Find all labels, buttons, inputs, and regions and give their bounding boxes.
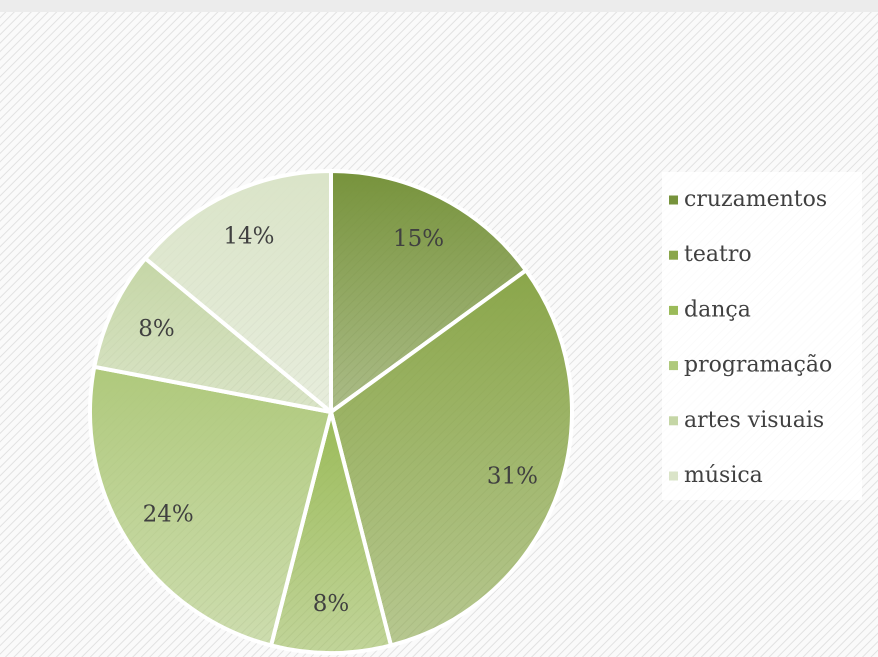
legend-label: dança [684,297,751,322]
legend-swatch [669,250,678,260]
data-label: 8% [138,316,175,342]
pie-slice [91,255,333,414]
legend-label: programação [684,353,832,378]
legend-swatch [669,471,678,481]
data-label: 8% [313,591,350,617]
pie-slice [268,411,394,655]
legend-label: teatro [684,242,752,267]
legend-swatch [669,361,678,371]
pie-slice [142,168,333,417]
pie-slice [88,364,334,648]
pie-slice [329,168,529,416]
data-label: 31% [487,463,538,489]
data-label: 14% [223,224,274,250]
pie: 15% 31% 8% 24% 8% 14% [88,168,574,655]
legend-swatch [669,416,678,426]
legend-label: música [684,463,763,488]
legend-swatch [669,305,678,315]
data-label: 24% [143,501,194,527]
pie-slice [328,267,574,648]
data-label: 15% [393,226,444,252]
legend: cruzamentos teatro dança programação artes v… [669,187,832,488]
legend-box [662,172,862,500]
legend-label: artes visuais [684,408,824,433]
legend-swatch [669,195,678,205]
top-strip [0,0,878,12]
legend-label: cruzamentos [684,187,827,212]
